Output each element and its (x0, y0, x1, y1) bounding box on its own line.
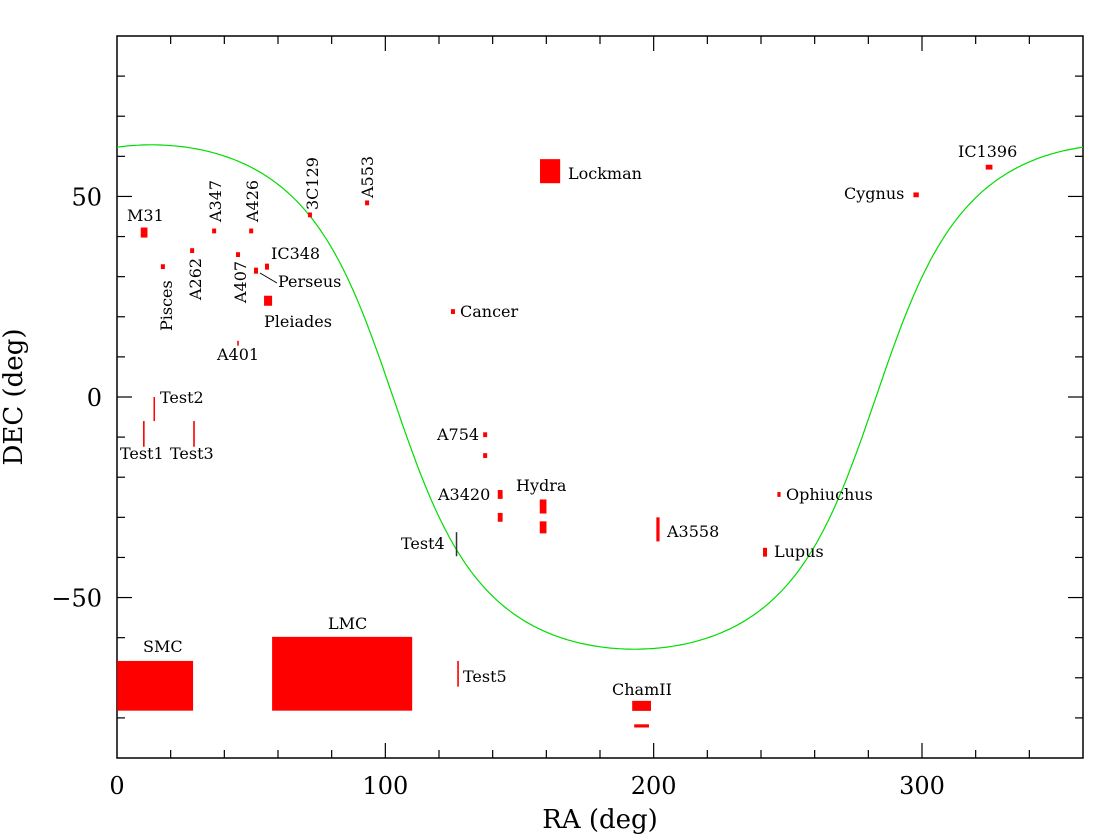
field-marker-test2 (153, 397, 155, 422)
field-marker-ic348 (264, 263, 270, 270)
field-marker-a407 (236, 252, 241, 258)
y-tick-label: −50 (51, 585, 102, 613)
field-marker-hydra (539, 521, 547, 534)
field-marker-a754 (483, 453, 488, 458)
field-label-test1: Test1 (120, 444, 164, 463)
field-marker-m31 (140, 227, 148, 238)
field-marker-a754 (483, 432, 488, 438)
field-marker-test1 (143, 421, 145, 447)
field-marker-a347 (212, 228, 217, 234)
field-marker-a3420 (497, 512, 503, 522)
field-marker-lockman (540, 159, 561, 184)
field-label-m31: M31 (127, 206, 164, 225)
field-label-hydra: Hydra (516, 476, 567, 495)
field-marker-a3420 (497, 490, 503, 499)
galactic-plane-curve (116, 144, 1084, 650)
field-label-perseus: Perseus (278, 272, 341, 291)
axis-ticks (117, 36, 1083, 758)
x-tick-label: 300 (899, 772, 945, 800)
field-label-a426: A426 (243, 180, 262, 223)
field-label-pleiades: Pleiades (264, 312, 332, 331)
field-labels: M31 Pisces A262 A347 A407 A426 IC348 Perseus Ple… (120, 142, 1017, 699)
y-tick-label: 50 (71, 183, 102, 211)
field-marker-hydra (539, 499, 547, 514)
field-marker-test3 (193, 421, 195, 447)
field-label-3c129: 3C129 (303, 157, 322, 210)
x-tick-label: 100 (362, 772, 408, 800)
field-marker-test4 (455, 532, 458, 557)
field-marker-a426 (249, 228, 254, 234)
field-label-a401: A401 (216, 345, 259, 364)
field-marker-test5 (457, 660, 459, 687)
field-label-lmc: LMC (328, 614, 367, 633)
field-marker-smc (117, 660, 194, 711)
field-label-cygnus: Cygnus (844, 184, 904, 203)
plot-frame (116, 35, 1084, 759)
field-label-chamii: ChamII (612, 680, 672, 699)
field-label-test4: Test4 (401, 534, 445, 553)
field-label-smc: SMC (143, 637, 183, 656)
field-marker-cancer (450, 309, 455, 314)
y-tick-label: 0 (87, 384, 102, 412)
field-label-pisces: Pisces (157, 280, 176, 331)
field-marker-a553 (365, 200, 370, 206)
field-label-a262: A262 (186, 258, 205, 301)
field-label-ic348: IC348 (271, 244, 320, 263)
field-marker-a262 (190, 248, 195, 254)
field-label-ic1396: IC1396 (958, 142, 1017, 161)
x-tick-label: 200 (631, 772, 677, 800)
field-label-lupus: Lupus (774, 542, 824, 561)
field-marker-chamii (632, 700, 651, 711)
field-label-a553: A553 (358, 156, 377, 199)
field-label-test5: Test5 (463, 667, 507, 686)
field-marker-a3558 (656, 517, 660, 542)
field-label-a754: A754 (436, 425, 479, 444)
field-label-lockman: Lockman (568, 164, 642, 183)
field-label-test3: Test3 (170, 444, 214, 463)
tick-labels: 0 100 200 300 −50 0 50 (51, 183, 945, 800)
field-label-test2: Test2 (160, 388, 204, 407)
field-marker-lupus (763, 547, 768, 557)
field-marker-cygnus (913, 192, 919, 198)
field-marker-a401 (237, 340, 239, 346)
x-tick-label: 0 (109, 772, 124, 800)
field-marker-lmc (272, 636, 413, 711)
field-marker-pisces (160, 264, 165, 270)
x-axis-title: RA (deg) (542, 805, 658, 835)
field-marker-perseus (253, 267, 259, 274)
field-markers (117, 159, 993, 728)
perseus-leader-line (259, 272, 278, 284)
field-marker-chamii (634, 724, 649, 728)
y-axis-title: DEC (deg) (0, 329, 29, 466)
field-marker-pleiades (264, 295, 273, 306)
field-label-a3420: A3420 (437, 485, 490, 504)
field-label-a3558: A3558 (666, 522, 719, 541)
field-label-ophiuchus: Ophiuchus (786, 485, 873, 504)
field-marker-ophiuchus (777, 492, 781, 497)
field-label-a347: A347 (206, 180, 225, 223)
field-label-a407: A407 (231, 261, 250, 304)
field-marker-ic1396 (985, 164, 993, 170)
field-marker-3c129 (307, 212, 312, 218)
field-label-cancer: Cancer (460, 302, 519, 321)
